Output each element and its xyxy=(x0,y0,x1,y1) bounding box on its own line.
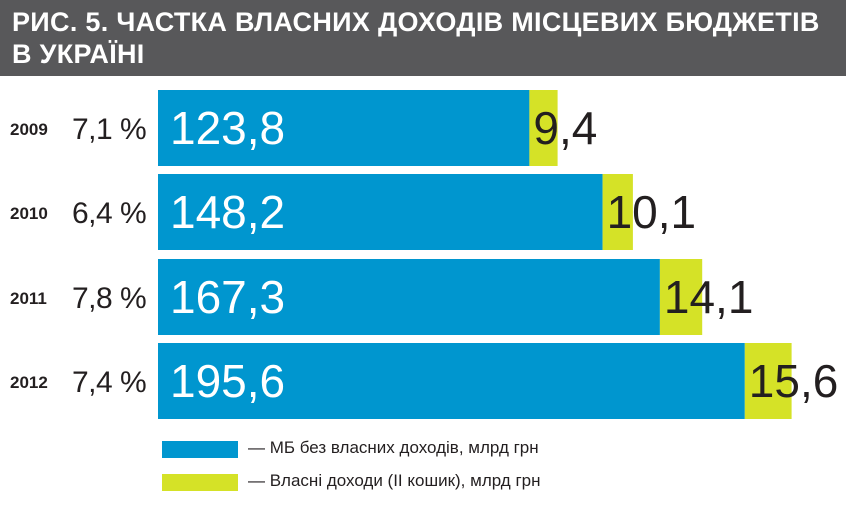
stacked-bar-chart: 2009 7,1 % 123,8 9,4 2010 6,4 % 148,2 10,1 2011 7… xyxy=(10,90,839,419)
value-label-own-revenue-2012: 15,6 xyxy=(749,355,839,407)
year-label-2010: 2010 xyxy=(10,204,48,223)
legend-swatch-budget xyxy=(162,441,238,458)
figure-header: РИС. 5. ЧАСТКА ВЛАСНИХ ДОХОДІВ МІСЦЕВИХ … xyxy=(0,0,846,76)
share-label-2011: 7,8 % xyxy=(72,282,146,315)
bar-budget-2011 xyxy=(158,259,660,335)
legend-label-budget: — МБ без власних доходів, млрд грн xyxy=(248,438,539,457)
value-label-budget-2010: 148,2 xyxy=(170,186,285,238)
bar-own-revenue-2012 xyxy=(744,343,792,419)
year-label-2012: 2012 xyxy=(10,373,48,392)
bar-budget-2010 xyxy=(158,174,603,250)
bar-own-revenue-2011 xyxy=(659,259,703,335)
value-label-own-revenue-2010: 10,1 xyxy=(607,186,697,238)
share-label-2009: 7,1 % xyxy=(72,113,146,146)
year-label-2009: 2009 xyxy=(10,120,48,139)
value-label-budget-2012: 195,6 xyxy=(170,355,285,407)
value-label-own-revenue-2009: 9,4 xyxy=(533,102,597,154)
bar-own-revenue-2010 xyxy=(602,174,633,250)
value-label-budget-2009: 123,8 xyxy=(170,102,285,154)
legend-label-own-revenue: — Власні доходи (ІІ кошик), млрд грн xyxy=(248,471,541,490)
share-label-2012: 7,4 % xyxy=(72,366,146,399)
bar-budget-2009 xyxy=(158,90,530,166)
year-label-2011: 2011 xyxy=(10,289,47,308)
bar-own-revenue-2009 xyxy=(529,90,558,166)
value-label-own-revenue-2011: 14,1 xyxy=(664,271,754,323)
value-label-budget-2011: 167,3 xyxy=(170,271,285,323)
figure-title: РИС. 5. ЧАСТКА ВЛАСНИХ ДОХОДІВ МІСЦЕВИХ … xyxy=(12,7,820,69)
bar-budget-2012 xyxy=(158,343,745,419)
share-label-2010: 6,4 % xyxy=(72,197,146,230)
legend-swatch-own-revenue xyxy=(162,474,238,491)
